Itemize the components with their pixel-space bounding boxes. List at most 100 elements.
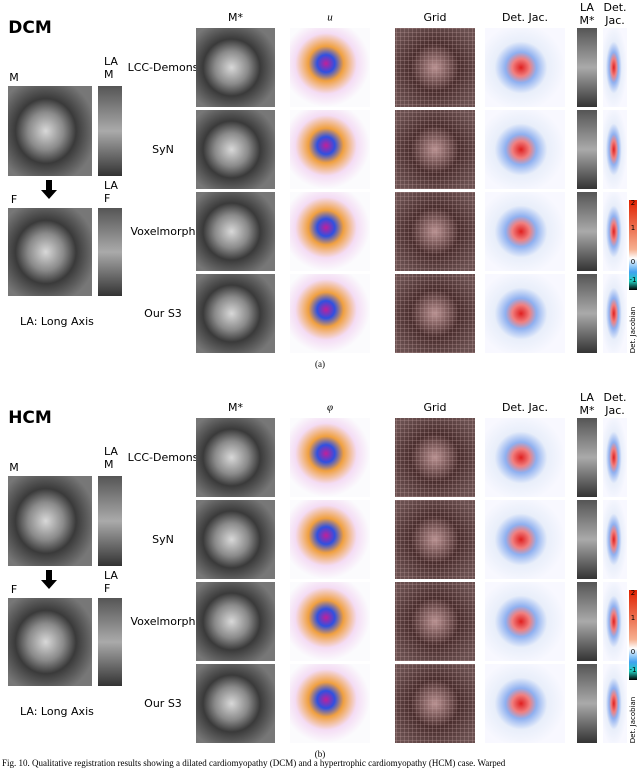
panel-title: DCM [8,18,52,38]
colorbar-label: Det. Jacobian [629,307,637,354]
la-header: Jac. [604,404,625,417]
row-label: LCC-Demons [128,61,199,74]
fixed-image [8,208,92,296]
result-image [196,110,275,189]
colorbar-tick: 2 [631,589,635,597]
column-header: Det. Jac. [502,401,548,414]
fixed-label: F [11,193,17,206]
result-image [196,418,275,497]
la-header: LA [580,391,594,404]
colorbar-tick: 2 [631,199,635,207]
moving-image [8,476,92,566]
sub-label: (b) [315,749,326,759]
result-image [196,274,275,353]
result-image [485,28,565,107]
la-fixed-label: LA [104,569,118,582]
la-result-image [577,28,597,107]
la-header: LA [580,1,594,14]
row-label: Voxelmorph [131,615,196,628]
column-header: Grid [423,11,446,24]
note: LA: Long Axis [20,315,94,328]
result-image [290,500,370,579]
sub-label: (a) [315,359,325,369]
column-header: M* [228,11,243,24]
la-jacobian-image [603,500,627,579]
grid-overlay [395,192,475,271]
result-image [290,664,370,743]
result-image [485,500,565,579]
la-header: Det. [603,1,626,14]
column-header: M* [228,401,243,414]
grid-overlay [395,110,475,189]
result-image [290,274,370,353]
la-jacobian-image [603,192,627,271]
la-jacobian-image [603,110,627,189]
la-result-image [577,274,597,353]
la-jacobian-image [603,28,627,107]
grid-overlay [395,500,475,579]
moving-image [8,86,92,176]
panel-title: HCM [8,408,52,428]
column-header: φ [327,402,333,414]
colorbar [629,590,637,680]
grid-overlay [395,664,475,743]
result-image [485,274,565,353]
la-moving-label: M [104,68,114,81]
colorbar-tick: 0 [631,258,635,266]
result-image [196,28,275,107]
la-result-image [577,192,597,271]
result-image [485,664,565,743]
la-fixed-image [98,208,122,296]
row-label: LCC-Demons [128,451,199,464]
row-label: Our S3 [144,307,182,320]
result-image [485,110,565,189]
la-header: M* [580,404,595,417]
fixed-label: F [11,583,17,596]
la-jacobian-image [603,582,627,661]
result-image [196,500,275,579]
row-label: SyN [152,143,174,156]
result-image [485,418,565,497]
row-label: SyN [152,533,174,546]
result-image [290,582,370,661]
caption: Fig. 10. Qualitative registration result… [2,758,506,768]
result-image [290,110,370,189]
colorbar-tick: -1 [630,276,637,284]
la-result-image [577,582,597,661]
grid-overlay [395,582,475,661]
la-moving-image [98,476,122,566]
result-image [290,192,370,271]
grid-overlay [395,418,475,497]
la-moving-image [98,86,122,176]
result-image [196,582,275,661]
column-header: u [327,12,333,24]
column-header: Grid [423,401,446,414]
colorbar-tick: 1 [631,614,635,622]
result-image [485,192,565,271]
la-fixed-label: LA [104,179,118,192]
row-label: Voxelmorph [131,225,196,238]
note: LA: Long Axis [20,705,94,718]
la-header: Det. [603,391,626,404]
colorbar-tick: 1 [631,224,635,232]
grid-overlay [395,274,475,353]
column-header: Det. Jac. [502,11,548,24]
result-image [196,664,275,743]
result-image [485,582,565,661]
la-moving-label: M [104,458,114,471]
colorbar [629,200,637,290]
la-fixed-label: F [104,192,110,205]
result-image [290,28,370,107]
colorbar-tick: 0 [631,648,635,656]
la-result-image [577,418,597,497]
colorbar-tick: -1 [630,666,637,674]
la-jacobian-image [603,664,627,743]
la-header: M* [580,14,595,27]
la-result-image [577,664,597,743]
result-image [196,192,275,271]
la-fixed-image [98,598,122,686]
la-result-image [577,110,597,189]
la-jacobian-image [603,274,627,353]
arrow [41,570,57,589]
